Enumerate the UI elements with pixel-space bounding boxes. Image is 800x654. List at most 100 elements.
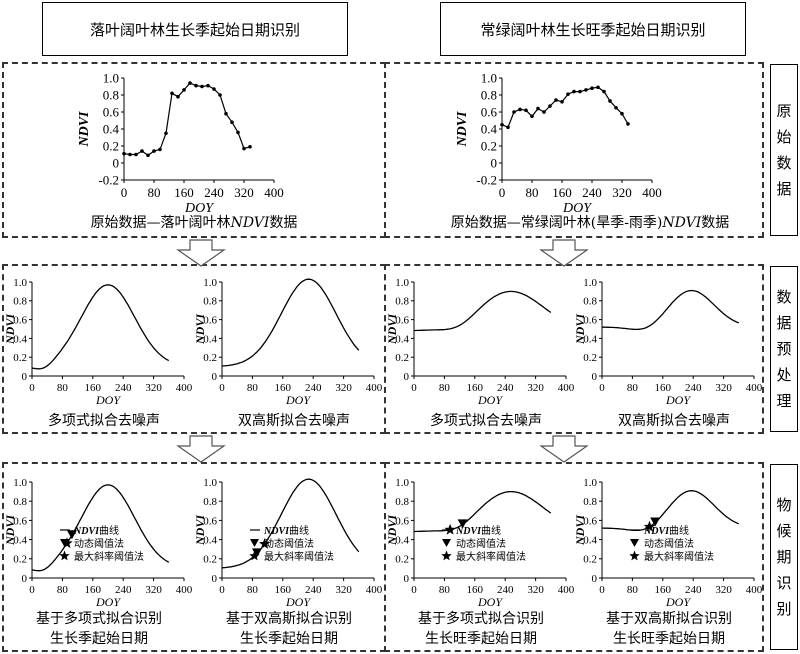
- pheno-caption: 基于双高斯拟合识别 生长季起始日期: [194, 609, 384, 649]
- y-tick-label: 0: [113, 156, 120, 171]
- x-tick-label: 400: [176, 382, 193, 394]
- y-tick-label: 0: [212, 371, 218, 383]
- x-axis-label: DOY: [665, 595, 691, 609]
- pheno-caption-line: 生长季起始日期: [240, 631, 338, 647]
- y-tick-label: 1.0: [583, 477, 597, 489]
- y-tick-label: 0.2: [103, 139, 119, 154]
- data-point: [596, 85, 600, 90]
- data-point: [194, 83, 198, 88]
- x-tick-label: 0: [219, 584, 225, 596]
- fit-chart-poly-deciduous: 0 80 160 240 320 400 1.0 0.8 0.6 0.4 0.2 0 DOY NDVI: [4, 277, 193, 407]
- fit-caption: 多项式拟合去噪声: [48, 413, 160, 429]
- y-tick-label: 1.0: [583, 277, 597, 289]
- x-tick-label: 240: [685, 584, 702, 596]
- fitted-curve: [414, 290, 552, 332]
- y-tick-label: 0: [404, 573, 410, 585]
- fitted-curve: [414, 490, 552, 533]
- raw-chart-deciduous: 0 80 160 240 320 4001.00.80.60.40.20-0.2DOYND…: [77, 71, 284, 212]
- legend-max-slope-label: 最大斜率阈值法: [644, 550, 714, 563]
- data-point: [218, 93, 222, 97]
- y-tick-label: 1.0: [395, 477, 409, 489]
- y-tick-label: 0.4: [13, 534, 27, 546]
- legend-curve-label: NDVI曲线: [455, 524, 501, 537]
- data-point: [506, 125, 510, 130]
- y-tick-label: 0.8: [395, 296, 409, 308]
- legend-curve-label: NDVI曲线: [263, 524, 309, 537]
- caption-text: 原始数据—常绿阔叶林(旱季-雨季): [450, 215, 663, 231]
- data-point: [140, 149, 144, 153]
- data-point: [146, 153, 150, 158]
- pheno-caption-line: 基于多项式拟合识别: [36, 611, 162, 627]
- pheno-caption-line: 基于双高斯拟合识别: [226, 611, 352, 627]
- legend-star-icon: [59, 550, 70, 561]
- header-evergreen: 常绿阔叶林生长旺季起始日期识别: [440, 2, 746, 56]
- x-tick-label: 240: [497, 584, 514, 596]
- y-tick-label: 0.2: [203, 352, 217, 364]
- y-tick-label: 0.2: [395, 554, 409, 566]
- x-tick-label: 240: [305, 382, 322, 394]
- legend-max-slope-label: 最大斜率阈值法: [456, 550, 526, 563]
- legend-dynamic-label: 动态阈值法: [644, 537, 694, 550]
- x-tick-label: 320: [145, 584, 162, 596]
- side-char: 预: [776, 340, 792, 358]
- x-tick-label: 0: [29, 382, 35, 394]
- fitted-curve: [31, 484, 170, 572]
- y-tick-label: 1.0: [481, 71, 497, 86]
- x-axis-label: DOY: [665, 393, 691, 407]
- data-point: [212, 87, 216, 91]
- dynamic-threshold-marker: [457, 519, 468, 529]
- data-point: [626, 122, 630, 126]
- y-tick-label: 0.6: [203, 314, 217, 326]
- y-tick-label: 0.8: [103, 88, 119, 103]
- fitted-curve: [221, 278, 360, 367]
- legend-star-icon: [249, 550, 260, 561]
- x-tick-label: 80: [247, 584, 259, 596]
- x-tick-label: 240: [204, 185, 224, 200]
- x-tick-label: 160: [655, 382, 672, 394]
- y-axis-label: NDVI: [77, 111, 92, 148]
- legend-triangle-icon: [60, 539, 69, 547]
- data-point: [242, 146, 246, 151]
- x-tick-label: 240: [685, 382, 702, 394]
- data-point: [182, 88, 186, 92]
- phenology-panel-right: [384, 462, 764, 652]
- y-tick-label: -0.2: [476, 173, 497, 188]
- y-tick-label: 0.2: [395, 352, 409, 364]
- header-deciduous: 落叶阔叶林生长季起始日期识别: [42, 2, 348, 56]
- ndvi-series-line: [501, 86, 629, 129]
- data-point: [584, 88, 588, 92]
- side-char: 识: [776, 574, 792, 592]
- y-tick-label: 0.4: [13, 333, 27, 345]
- x-axis-label: DOY: [477, 393, 503, 407]
- x-tick-label: 160: [655, 584, 672, 596]
- y-tick-label: 0.8: [583, 496, 597, 508]
- x-tick-label: 0: [599, 382, 605, 394]
- y-axis-label: NDVI: [4, 514, 17, 546]
- pheno-chart-poly-deciduous: 0 80 160 240 320 400 1.0 0.8 0.6 0.4 0.2 0 DOY NDVI ND…: [4, 477, 193, 609]
- x-tick-label: 80: [247, 382, 259, 394]
- y-tick-label: 1.0: [103, 71, 119, 86]
- y-tick-label: 0: [212, 573, 218, 585]
- x-tick-label: 240: [305, 584, 322, 596]
- fitted-curve: [602, 490, 740, 532]
- x-tick-label: 80: [439, 584, 451, 596]
- data-point: [158, 147, 162, 152]
- y-tick-label: 0.8: [203, 496, 217, 508]
- y-tick-label: 0: [592, 573, 598, 585]
- data-point: [620, 111, 624, 116]
- side-char: 始: [776, 128, 792, 146]
- pheno-caption-line: 生长季起始日期: [50, 631, 148, 647]
- y-tick-label: 1.0: [395, 277, 409, 289]
- legend-star-icon: [441, 550, 452, 561]
- x-tick-label: 160: [275, 382, 292, 394]
- x-tick-label: 240: [115, 382, 132, 394]
- y-tick-label: 0.6: [395, 314, 409, 326]
- data-point: [230, 120, 234, 124]
- pheno-caption: 基于多项式拟合识别 生长旺季起始日期: [386, 609, 576, 649]
- data-point: [590, 86, 594, 90]
- y-tick-label: 0.4: [583, 534, 597, 546]
- x-tick-label: 320: [234, 185, 254, 200]
- arrow-down-icon: [539, 239, 589, 267]
- x-tick-label: 240: [115, 584, 132, 596]
- data-point: [542, 110, 546, 114]
